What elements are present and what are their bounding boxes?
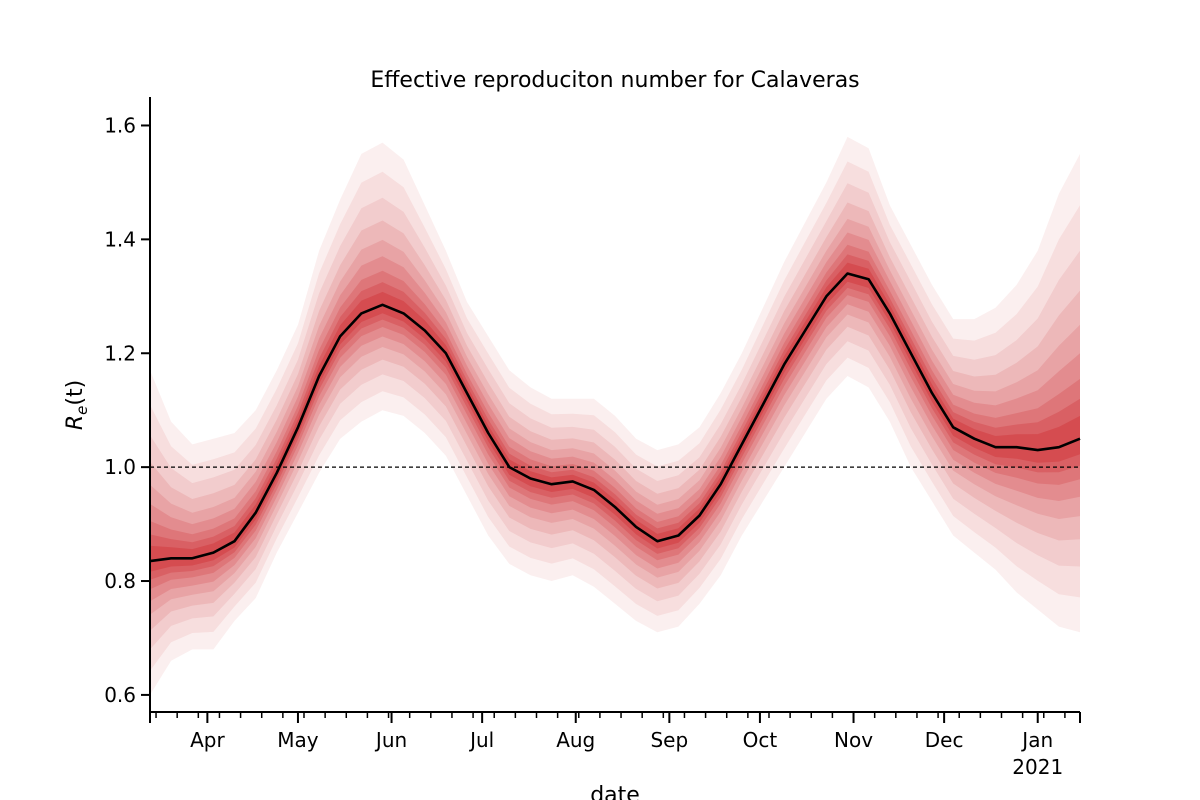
- credible-band-6: [150, 232, 1080, 602]
- x-axis-label: date: [590, 783, 640, 800]
- credible-band-4: [150, 202, 1080, 631]
- chart-title: Effective reproduciton number for Calave…: [370, 68, 859, 93]
- y-tick-label: 1.6: [104, 113, 136, 137]
- x-tick-label: Nov: [834, 728, 873, 752]
- x-tick-label: May: [277, 728, 319, 752]
- median-line: [149, 272, 1081, 563]
- y-axis: 0.6 0.8 1.0 1.2 1.4 1.6: [104, 97, 151, 712]
- y-tick-label: 1.2: [104, 341, 136, 365]
- credible-band-8: [150, 254, 1080, 580]
- x-axis: Apr May Jun Jul Aug Sep Oct Nov Dec Jan 2021: [149, 711, 1081, 779]
- credible-band-2: [150, 161, 1080, 671]
- x-tick-year-label: 2021: [1012, 755, 1063, 779]
- y-tick-label: 1.0: [104, 455, 136, 479]
- credible-band-1: [150, 136, 1080, 695]
- x-tick-label: Dec: [925, 728, 964, 752]
- credible-band-9: [150, 262, 1080, 572]
- x-tick-label: Apr: [190, 728, 225, 752]
- credible-band-7: [150, 244, 1080, 590]
- y-tick-label: 0.8: [104, 569, 136, 593]
- y-tick-label: 0.6: [104, 683, 136, 707]
- credible-band-5: [150, 218, 1080, 615]
- plot-area: [149, 136, 1081, 695]
- y-tick-label: 1.4: [104, 227, 136, 251]
- x-tick-label: Sep: [650, 728, 688, 752]
- y-axis-label: Re(t): [63, 380, 91, 430]
- x-tick-label: Jul: [468, 728, 494, 752]
- x-tick-label: Jan: [1020, 728, 1053, 752]
- x-tick-label: Jun: [374, 728, 407, 752]
- x-tick-label: Aug: [556, 728, 595, 752]
- credible-band-3: [150, 183, 1080, 650]
- x-tick-label: Oct: [743, 728, 778, 752]
